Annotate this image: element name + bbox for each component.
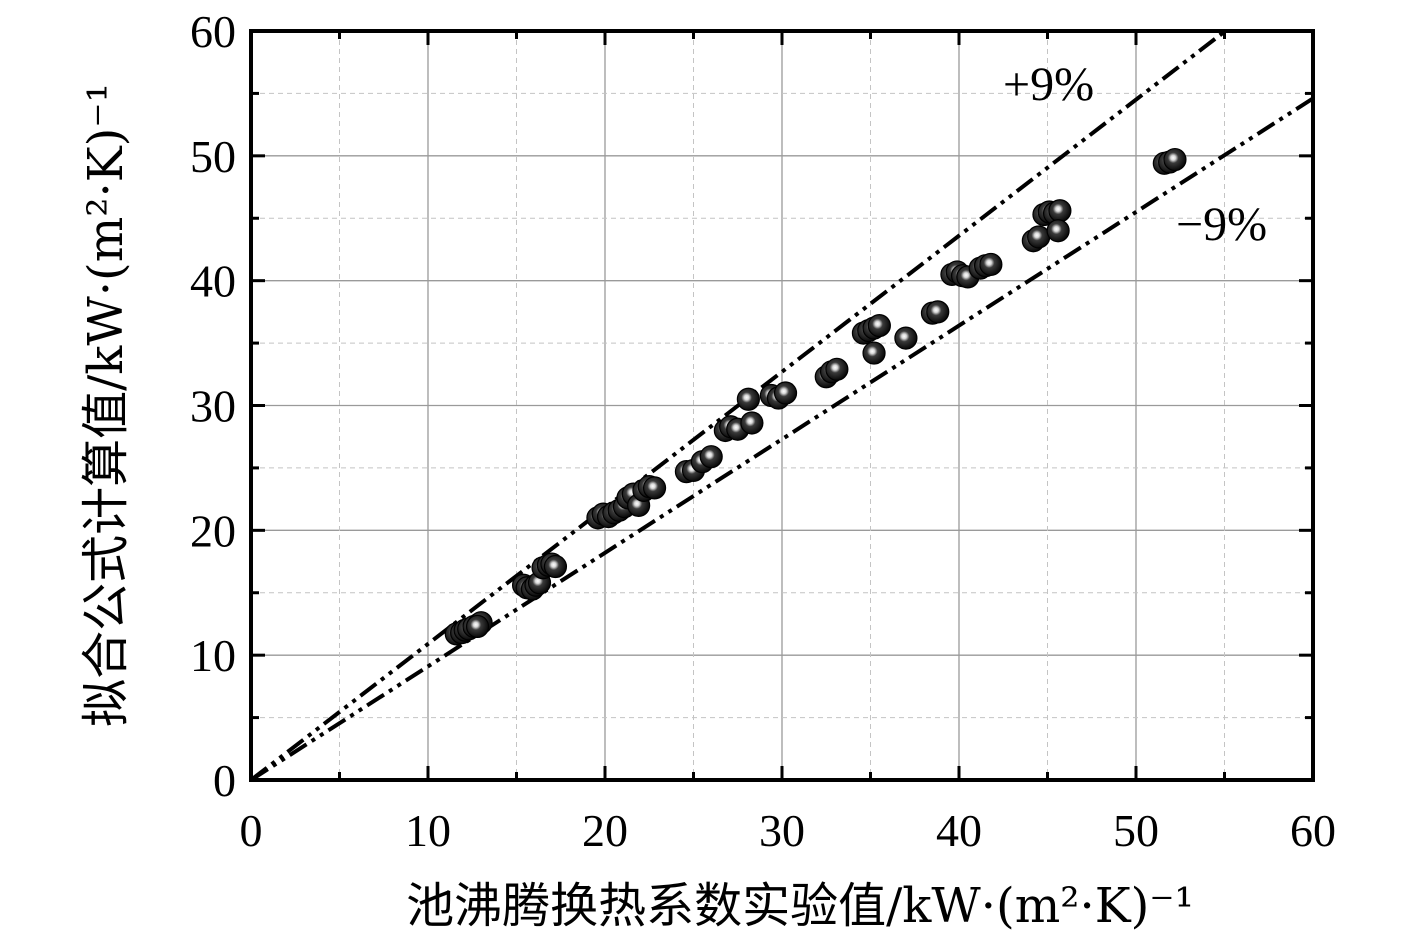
data-point [867, 314, 891, 338]
data-point [465, 614, 490, 639]
x-tick-labels: 0 10 20 30 40 50 60 [240, 805, 1337, 856]
data-point [979, 252, 1003, 277]
data-point [543, 554, 568, 579]
x-tick-label: 10 [405, 805, 451, 856]
x-tick-label: 50 [1113, 805, 1159, 856]
reference-lines [251, 31, 1313, 780]
plus-9-percent-label: +9% [1003, 58, 1094, 111]
x-axis-title: 池沸腾换热系数实验值/kW·(m²·K)⁻¹ [406, 878, 1194, 934]
y-tick-labels: 0 10 20 30 40 50 60 [190, 6, 236, 806]
data-point [736, 387, 760, 411]
data-point [1027, 225, 1051, 249]
y-tick-label: 30 [190, 381, 236, 432]
y-tick-label: 40 [190, 256, 236, 307]
x-tick-label: 20 [582, 805, 628, 856]
axis-ticks [249, 29, 1315, 782]
y-tick-label: 60 [190, 6, 236, 57]
data-points [444, 147, 1187, 646]
plus-9-percent-line [251, 31, 1229, 780]
data-point [894, 326, 918, 350]
data-point [699, 445, 723, 469]
data-point [1046, 219, 1070, 243]
x-tick-label: 40 [936, 805, 982, 856]
y-tick-label: 0 [213, 755, 236, 806]
data-point [1048, 199, 1072, 223]
x-tick-label: 30 [759, 805, 805, 856]
y-tick-label: 10 [190, 630, 236, 681]
data-point [773, 381, 798, 405]
data-point [926, 300, 950, 324]
data-point [862, 341, 886, 365]
x-tick-label: 60 [1290, 805, 1336, 856]
x-tick-label: 0 [240, 805, 263, 856]
minus-9-percent-label: −9% [1176, 198, 1267, 251]
y-tick-label: 20 [190, 505, 236, 556]
minus-9-percent-line [251, 96, 1313, 780]
data-point [642, 476, 667, 500]
data-point [1163, 147, 1187, 172]
y-axis-title: 拟合公式计算值/kW·(m²·K)⁻¹ [78, 83, 134, 727]
data-point [825, 357, 849, 381]
y-tick-label: 50 [190, 131, 236, 182]
data-point [740, 411, 764, 435]
